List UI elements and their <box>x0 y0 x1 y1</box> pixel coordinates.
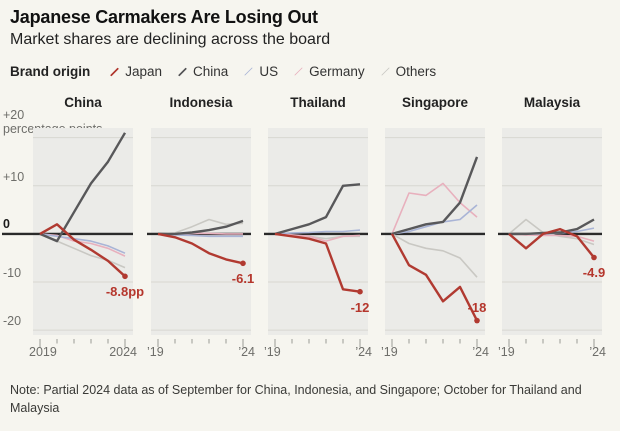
footnote: Note: Partial 2024 data as of September … <box>10 383 582 415</box>
series-line-japan <box>39 223 126 278</box>
y-axis-label-plus20: +20 <box>3 108 25 122</box>
legend-label: Brand origin <box>10 64 91 79</box>
legend-item-label: US <box>259 64 279 79</box>
panel-chart-svg <box>147 137 251 331</box>
page-title: Japanese Carmakers Are Losing Out <box>10 7 318 27</box>
legend-item-germany: Germany <box>293 64 365 79</box>
japan-end-dot <box>122 273 128 280</box>
panel-plot-indonesia <box>147 128 251 335</box>
legend-item-label: Others <box>395 64 437 79</box>
japan-end-dot <box>474 317 480 324</box>
series-line-others <box>391 233 478 278</box>
series-line-japan <box>508 227 595 259</box>
x-axis-labels-singapore: ’19 ’24 <box>381 345 489 359</box>
x-axis-tick-label: ’19 <box>498 345 515 359</box>
legend-item-label: Japan <box>125 64 163 79</box>
end-value-label-malaysia: -4.9 <box>582 265 606 281</box>
japan-line-swatch-icon <box>110 66 120 77</box>
end-value-label-thailand: -12 <box>350 299 370 315</box>
page-subtitle: Market shares are declining across the b… <box>10 31 331 48</box>
legend-item-label: Germany <box>309 64 365 79</box>
panel-title-thailand: Thailand <box>290 95 346 110</box>
series-line-japan <box>274 232 361 293</box>
x-axis-tick-label: ’19 <box>264 345 281 359</box>
y-axis-label-plus10: +10 <box>3 170 25 184</box>
series-line-us <box>39 233 126 254</box>
series-line-japan <box>390 233 479 322</box>
y-axis-label-minus10: -10 <box>3 266 22 280</box>
legend-item-china: China <box>177 64 228 79</box>
panel-chart-svg <box>2 132 133 331</box>
legend-item-japan: Japan <box>109 64 162 79</box>
us-line-swatch-icon <box>244 67 254 76</box>
legend-item-others: Others <box>380 64 437 79</box>
x-axis-tick-label: ’24 <box>472 345 489 359</box>
others-line-swatch-icon <box>380 67 390 76</box>
x-axis-labels-thailand: ’19 ’24 <box>264 345 372 359</box>
x-axis-tick-label: ’19 <box>147 345 164 359</box>
panel-chart-svg <box>498 137 602 331</box>
x-axis-tick-label: 2019 <box>29 345 57 359</box>
x-axis-ticks-singapore <box>385 335 485 347</box>
series-line-germany <box>391 182 478 235</box>
y-axis-label-minus20: -20 <box>3 314 22 328</box>
end-value-label-indonesia: -6.1 <box>231 271 255 287</box>
panel-title-china: China <box>64 95 102 110</box>
x-axis-tick-label: ’19 <box>381 345 398 359</box>
series-line-us <box>274 229 361 235</box>
panel-title-indonesia: Indonesia <box>169 95 233 110</box>
series-line-china <box>274 183 361 236</box>
end-value-label-singapore: -18 <box>467 299 487 315</box>
x-axis-tick-label: ’24 <box>589 345 606 359</box>
x-axis-ticks-indonesia <box>151 335 251 347</box>
x-axis-labels-china: 2019 2024 <box>29 345 137 359</box>
x-axis-tick-label: 2024 <box>109 345 137 359</box>
series-line-china <box>391 156 479 236</box>
panel-title-malaysia: Malaysia <box>523 95 581 110</box>
japan-end-dot <box>591 254 597 261</box>
panel-title-singapore: Singapore <box>401 95 468 110</box>
legend: Brand origin Japan China US Germany Others <box>10 64 436 79</box>
x-axis-ticks-china <box>33 335 133 347</box>
japan-end-dot <box>240 260 246 267</box>
x-axis-tick-label: ’24 <box>238 345 255 359</box>
series-line-japan <box>157 232 244 265</box>
x-axis-tick-label: ’24 <box>355 345 372 359</box>
panel-chart-svg <box>381 137 485 331</box>
china-line-swatch-icon <box>177 66 188 77</box>
x-axis-labels-indonesia: ’19 ’24 <box>147 345 255 359</box>
legend-item-label: China <box>193 64 229 79</box>
x-axis-ticks-malaysia <box>502 335 602 347</box>
panel-plot-thailand <box>264 128 368 335</box>
panel-plot-china <box>2 128 133 335</box>
end-value-label-china: -8.8pp <box>105 284 145 300</box>
japan-end-dot <box>357 288 363 295</box>
x-axis-ticks-thailand <box>268 335 368 347</box>
x-axis-labels-malaysia: ’19 ’24 <box>498 345 606 359</box>
panel-plot-malaysia <box>498 128 602 335</box>
panel-chart-svg <box>264 137 368 331</box>
y-axis-label-zero: 0 <box>3 217 10 231</box>
series-line-china <box>158 219 244 236</box>
legend-item-us: US <box>243 64 278 79</box>
series-line-china <box>39 132 127 243</box>
panel-plot-singapore <box>381 128 485 335</box>
germany-line-swatch-icon <box>294 67 303 76</box>
